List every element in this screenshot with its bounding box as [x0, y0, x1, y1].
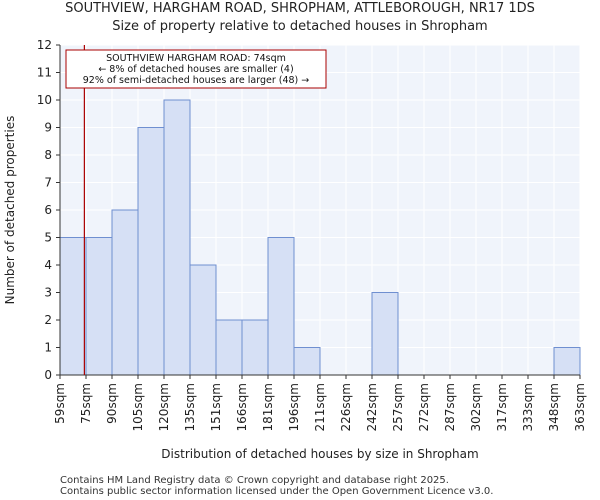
x-tick-label: 226sqm — [339, 383, 353, 431]
x-tick-label: 59sqm — [53, 383, 67, 424]
y-axis-label: Number of detached properties — [3, 116, 17, 305]
y-tick-label: 1 — [44, 341, 52, 355]
x-tick-label: 196sqm — [287, 383, 301, 431]
annotation-text: 92% of semi-detached houses are larger (… — [83, 75, 310, 86]
x-tick-label: 363sqm — [573, 383, 587, 431]
x-tick-label: 333sqm — [521, 383, 535, 431]
x-tick-label: 257sqm — [391, 383, 405, 431]
annotation-text: ← 8% of detached houses are smaller (4) — [98, 64, 293, 75]
y-tick-label: 8 — [44, 148, 52, 162]
y-tick-label: 6 — [44, 203, 52, 217]
x-tick-label: 151sqm — [209, 383, 223, 431]
y-tick-label: 10 — [37, 93, 52, 107]
chart-title: SOUTHVIEW, HARGHAM ROAD, SHROPHAM, ATTLE… — [65, 1, 535, 16]
bar — [553, 347, 581, 376]
annotation-box — [65, 49, 327, 89]
y-tick-label: 9 — [44, 121, 52, 135]
x-axis-label: Distribution of detached houses by size … — [161, 447, 478, 461]
x-tick-label: 242sqm — [365, 383, 379, 431]
y-tick-label: 2 — [44, 313, 52, 327]
annotation-text: SOUTHVIEW HARGHAM ROAD: 74sqm — [106, 53, 286, 64]
y-tick-label: 0 — [44, 368, 52, 382]
bar — [189, 264, 217, 376]
bar — [85, 237, 113, 376]
bar — [59, 237, 87, 376]
bar — [293, 347, 321, 376]
x-tick-label: 166sqm — [235, 383, 249, 431]
bar — [267, 237, 295, 376]
x-tick-label: 287sqm — [443, 383, 457, 431]
y-tick-label: 11 — [37, 66, 52, 80]
y-tick-label: 3 — [44, 286, 52, 300]
x-tick-label: 120sqm — [157, 383, 171, 431]
chart-subtitle: Size of property relative to detached ho… — [112, 19, 488, 34]
bar — [241, 319, 269, 376]
x-tick-label: 272sqm — [417, 383, 431, 431]
y-tick-label: 7 — [44, 176, 52, 190]
y-tick-label: 5 — [44, 231, 52, 245]
x-tick-label: 181sqm — [261, 383, 275, 431]
bar — [137, 127, 165, 376]
footer-copyright: Contains HM Land Registry data © Crown c… — [60, 475, 449, 486]
bar — [111, 209, 139, 376]
x-tick-label: 348sqm — [547, 383, 561, 431]
footer-licence: Contains public sector information licen… — [60, 486, 494, 497]
bar — [371, 292, 399, 376]
x-tick-label: 105sqm — [131, 383, 145, 431]
x-tick-label: 302sqm — [469, 383, 483, 431]
x-tick-label: 211sqm — [313, 383, 327, 431]
bar — [215, 319, 243, 376]
x-tick-label: 90sqm — [105, 383, 119, 424]
x-tick-label: 317sqm — [495, 383, 509, 431]
x-tick-label: 135sqm — [183, 383, 197, 431]
y-tick-label: 12 — [37, 38, 52, 52]
x-tick-label: 75sqm — [79, 383, 93, 424]
y-tick-label: 4 — [44, 258, 52, 272]
bar — [163, 99, 191, 376]
